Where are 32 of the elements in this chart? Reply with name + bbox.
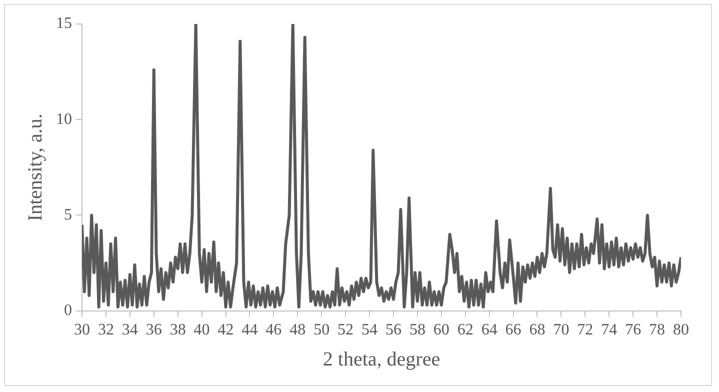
x-tick-label: 36 [146, 322, 162, 339]
x-tick-label: 52 [338, 322, 354, 339]
x-tick-label: 76 [625, 322, 642, 339]
x-tick-label: 80 [673, 322, 689, 339]
x-tick-label: 46 [266, 322, 282, 339]
x-tick-label: 42 [218, 322, 234, 339]
y-tick-label: 15 [56, 15, 72, 32]
y-tick-label: 5 [64, 206, 72, 224]
x-tick-label: 40 [194, 322, 210, 339]
x-tick-label: 70 [553, 322, 570, 339]
x-tick-label: 38 [170, 322, 186, 339]
x-tick-label: 44 [242, 322, 258, 339]
x-tick-label: 50 [314, 322, 330, 339]
x-tick-label: 66 [505, 322, 522, 339]
y-tick-label: 0 [64, 302, 72, 320]
x-tick-label: 34 [122, 322, 138, 339]
x-tick-label: 78 [649, 322, 666, 339]
x-tick-label: 74 [601, 322, 618, 339]
x-tick-label: 48 [290, 322, 306, 339]
x-tick-label: 64 [481, 322, 498, 339]
x-tick-label: 30 [74, 322, 90, 339]
y-tick-label: 10 [56, 110, 72, 128]
x-tick-label: 56 [385, 322, 402, 339]
y-axis-title: Intensity, a.u. [24, 114, 46, 222]
x-tick-label: 60 [433, 322, 450, 339]
x-tick-label: 58 [409, 322, 426, 339]
x-tick-label: 54 [362, 322, 378, 339]
x-tick-label: 68 [529, 322, 546, 339]
x-tick-label: 32 [98, 322, 114, 339]
x-tick-label: 72 [577, 322, 594, 339]
x-axis-title: 2 theta, degree [322, 348, 440, 370]
x-tick-label: 62 [457, 322, 474, 339]
